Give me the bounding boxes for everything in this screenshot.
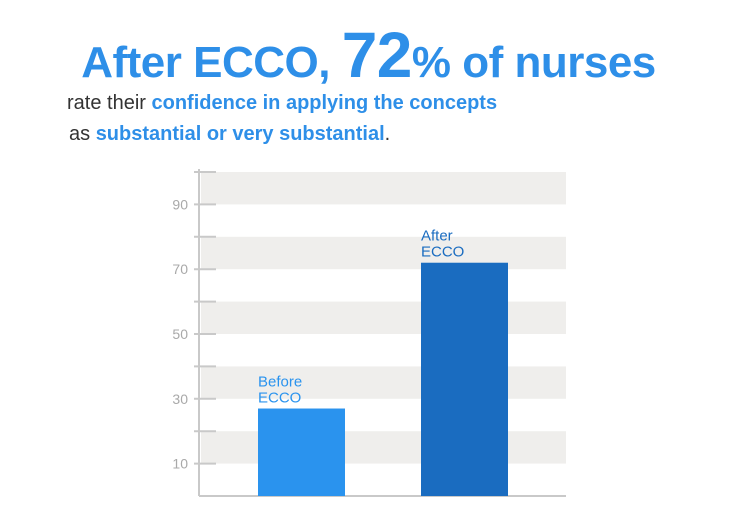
bar-label-1-line-0: After bbox=[421, 228, 453, 245]
bar-label-0-line-1: ECCO bbox=[258, 390, 301, 407]
grid-band-0 bbox=[201, 431, 566, 464]
grid-band-3 bbox=[201, 236, 566, 270]
bar-label-0-line-0: Before bbox=[258, 374, 302, 391]
headline: After ECCO, 72% of nurses bbox=[0, 20, 737, 98]
subtitle-line2-plain: as bbox=[69, 123, 96, 145]
subtitle-line1-highlight: confidence in applying the concepts bbox=[151, 92, 498, 114]
y-tick-label-30: 30 bbox=[172, 391, 188, 407]
headline-number: 72 bbox=[341, 19, 413, 91]
y-tick-label-10: 10 bbox=[172, 456, 188, 472]
bar-label-1: After ECCO bbox=[421, 228, 464, 261]
grid-band-4 bbox=[201, 172, 566, 205]
headline-part2: % of nurses bbox=[411, 38, 656, 87]
subtitle-line1: rate their confidence in applying the co… bbox=[67, 92, 497, 115]
bar-1 bbox=[421, 262, 508, 496]
bar-label-0: Before ECCO bbox=[258, 374, 302, 407]
y-tick-label-90: 90 bbox=[172, 196, 188, 212]
subtitle-line2: as substantial or very substantial. bbox=[69, 123, 390, 146]
bar-0 bbox=[258, 408, 345, 496]
headline-part1: After ECCO, bbox=[81, 38, 342, 87]
y-tick-label-50: 50 bbox=[172, 326, 188, 342]
subtitle-line2-highlight: substantial or very substantial bbox=[95, 123, 385, 145]
grid-band-1 bbox=[201, 366, 566, 399]
subtitle-line2-end: . bbox=[384, 123, 391, 145]
subtitle-line1-plain: rate their bbox=[67, 92, 152, 114]
y-tick-label-70: 70 bbox=[172, 261, 188, 277]
bar-label-1-line-1: ECCO bbox=[421, 244, 464, 261]
grid-band-2 bbox=[201, 301, 566, 334]
